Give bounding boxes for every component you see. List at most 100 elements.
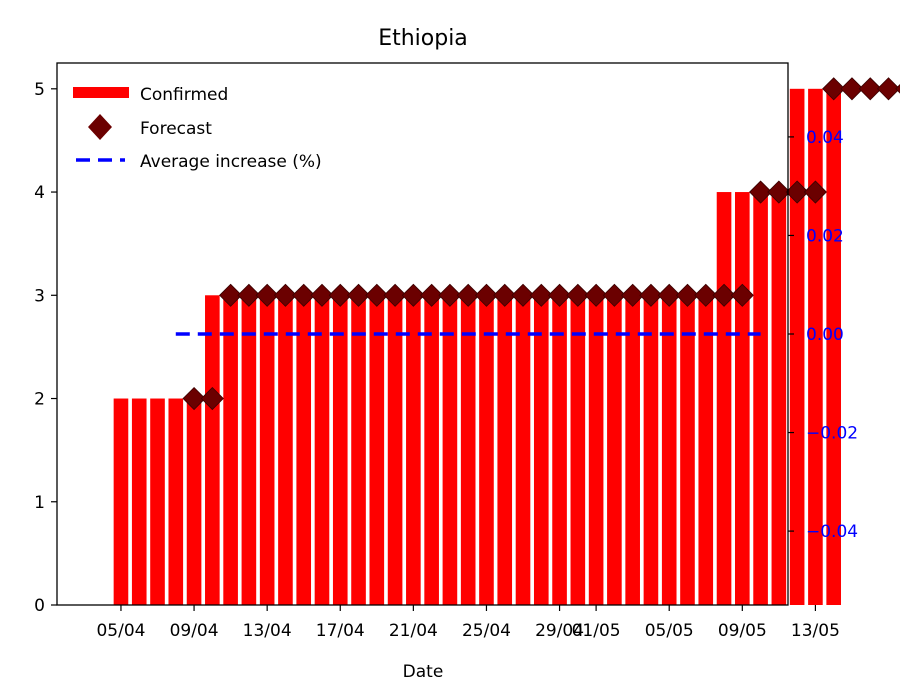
forecast-marker	[895, 84, 900, 94]
x-tick-label: 09/04	[170, 621, 219, 641]
confirmed-bar	[205, 295, 220, 605]
forecast-marker	[749, 180, 773, 204]
right-y-tick-label: 0.02	[806, 226, 844, 246]
chart-title: Ethiopia	[378, 26, 468, 51]
confirmed-bar	[716, 192, 732, 606]
forecast-marker	[566, 283, 590, 307]
legend-confirmed-label: Confirmed	[140, 85, 228, 105]
forecast-marker	[822, 77, 846, 101]
x-tick-label: 01/05	[572, 621, 621, 641]
x-tick-label: 05/05	[645, 621, 694, 641]
confirmed-bar	[497, 295, 513, 605]
forecast-marker	[401, 283, 425, 307]
forecast-marker	[420, 283, 444, 307]
forecast-marker	[840, 77, 864, 101]
forecast-marker	[292, 283, 316, 307]
forecast-marker	[182, 386, 206, 411]
confirmed-bar	[241, 295, 257, 605]
forecast-marker	[858, 77, 882, 101]
y-tick-label: 3	[34, 286, 45, 306]
legend-forecast-marker	[88, 114, 112, 140]
confirmed-bar	[424, 295, 439, 605]
confirmed-bar	[753, 192, 768, 606]
confirmed-bar	[460, 295, 476, 605]
legend: Confirmed Forecast Average increase (%)	[73, 85, 322, 172]
confirmed-bar	[406, 295, 421, 605]
confirmed-bar	[479, 295, 494, 605]
forecast-marker	[383, 283, 407, 307]
x-tick-label: 25/04	[462, 621, 511, 641]
forecast-marker	[621, 283, 645, 307]
right-y-tick-label: −0.02	[806, 424, 858, 444]
x-tick-label: 21/04	[389, 621, 438, 641]
confirmed-bar	[351, 295, 366, 605]
forecast-marker	[639, 283, 663, 307]
legend-forecast-label: Forecast	[140, 119, 212, 139]
forecast-marker	[493, 283, 517, 307]
confirmed-bar	[680, 295, 695, 605]
forecast-marker	[602, 283, 626, 307]
confirmed-bars	[113, 88, 841, 606]
confirmed-bar	[296, 295, 312, 605]
forecast-marker	[876, 77, 900, 101]
forecast-marker	[529, 283, 553, 307]
forecast-marker	[584, 283, 608, 307]
x-axis-label: Date	[403, 662, 444, 682]
forecast-marker	[438, 283, 462, 307]
confirmed-bar	[826, 88, 841, 606]
confirmed-bar	[735, 192, 750, 606]
x-tick-label: 17/04	[316, 621, 365, 641]
confirmed-bar	[168, 398, 184, 605]
confirmed-bar	[552, 295, 567, 605]
x-tick-label: 13/05	[791, 621, 840, 641]
confirmed-bar	[698, 295, 714, 605]
legend-average-label: Average increase (%)	[140, 152, 322, 172]
x-tick-label: 09/05	[718, 621, 767, 641]
forecast-marker	[237, 283, 261, 307]
confirmed-bar	[113, 398, 129, 605]
confirmed-bar	[314, 295, 330, 605]
confirmed-bar	[607, 295, 622, 605]
y-tick-label: 4	[34, 183, 45, 203]
right-y-axis-ticks: −0.04 −0.02 0.00 0.02 0.04	[788, 128, 858, 542]
confirmed-bar	[570, 295, 586, 605]
forecast-marker	[328, 283, 352, 307]
confirmed-bar	[186, 398, 202, 605]
forecast-marker	[730, 283, 754, 307]
y-tick-label: 0	[34, 596, 45, 616]
confirmed-bar	[278, 295, 293, 605]
confirmed-bar	[588, 295, 604, 605]
forecast-marker	[200, 386, 224, 411]
forecast-marker	[219, 283, 243, 307]
confirmed-bar	[150, 398, 165, 605]
forecast-marker	[675, 283, 700, 307]
confirmed-bar	[387, 295, 403, 605]
confirmed-bar	[625, 295, 640, 605]
y-tick-label: 5	[34, 80, 45, 100]
y-tick-label: 1	[34, 493, 45, 513]
y-axis-ticks: 0 1 2 3 4 5	[34, 80, 57, 616]
confirmed-bar	[442, 295, 458, 605]
x-tick-label: 05/04	[96, 621, 145, 641]
confirmed-bar	[771, 192, 787, 606]
forecast-marker	[273, 283, 298, 307]
confirmed-bar	[259, 295, 275, 605]
x-axis-ticks: 05/04 09/04 13/04 17/04 21/04 25/04 29/0401/05…	[96, 605, 840, 641]
y-tick-label: 2	[34, 390, 45, 410]
confirmed-bar	[515, 295, 531, 605]
forecast-marker	[767, 180, 791, 204]
confirmed-bar	[661, 295, 677, 605]
forecast-marker	[310, 283, 334, 307]
forecast-marker	[365, 283, 389, 307]
forecast-marker	[803, 180, 827, 204]
forecast-marker	[346, 283, 371, 307]
confirmed-bar	[369, 295, 385, 605]
right-y-tick-label: −0.04	[806, 522, 858, 542]
x-tick-label: 29/04	[535, 621, 584, 641]
legend-confirmed-swatch	[73, 87, 129, 98]
forecast-marker	[474, 283, 499, 307]
forecast-marker	[785, 180, 809, 204]
forecast-marker	[712, 283, 736, 307]
forecast-markers	[182, 77, 900, 411]
forecast-marker	[511, 283, 535, 307]
